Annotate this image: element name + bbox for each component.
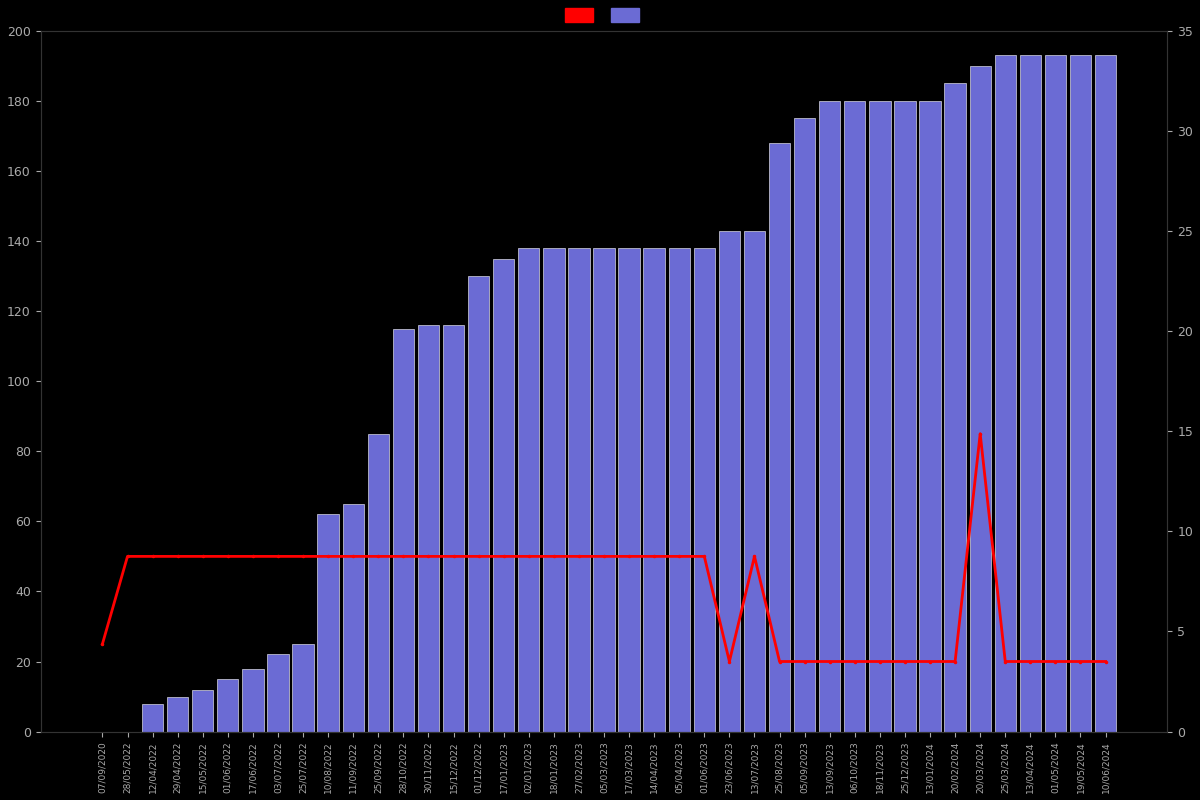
Bar [618, 248, 640, 731]
Bar [844, 101, 865, 731]
Bar [894, 101, 916, 731]
Bar [192, 690, 214, 731]
Bar [869, 101, 890, 731]
Bar [443, 325, 464, 731]
Bar [1070, 55, 1091, 731]
Bar [694, 248, 715, 731]
Bar [167, 697, 188, 731]
Bar [769, 143, 791, 731]
Bar [142, 703, 163, 731]
Bar [1045, 55, 1066, 731]
Bar [668, 248, 690, 731]
Bar [1020, 55, 1040, 731]
Bar [643, 248, 665, 731]
Bar [318, 514, 338, 731]
Bar [367, 434, 389, 731]
Bar [593, 248, 614, 731]
Bar [919, 101, 941, 731]
Bar [995, 55, 1016, 731]
Bar [468, 276, 490, 731]
Bar [518, 248, 540, 731]
Bar [970, 66, 991, 731]
Bar [719, 230, 740, 731]
Bar [217, 679, 239, 731]
Bar [242, 669, 264, 731]
Bar [293, 644, 313, 731]
Bar [493, 258, 515, 731]
Bar [392, 329, 414, 731]
Bar [744, 230, 766, 731]
Bar [544, 248, 564, 731]
Bar [418, 325, 439, 731]
Bar [820, 101, 840, 731]
Bar [569, 248, 589, 731]
Bar [1094, 55, 1116, 731]
Bar [794, 118, 815, 731]
Bar [268, 654, 289, 731]
Bar [944, 83, 966, 731]
Legend: , : , [559, 2, 648, 29]
Bar [342, 504, 364, 731]
